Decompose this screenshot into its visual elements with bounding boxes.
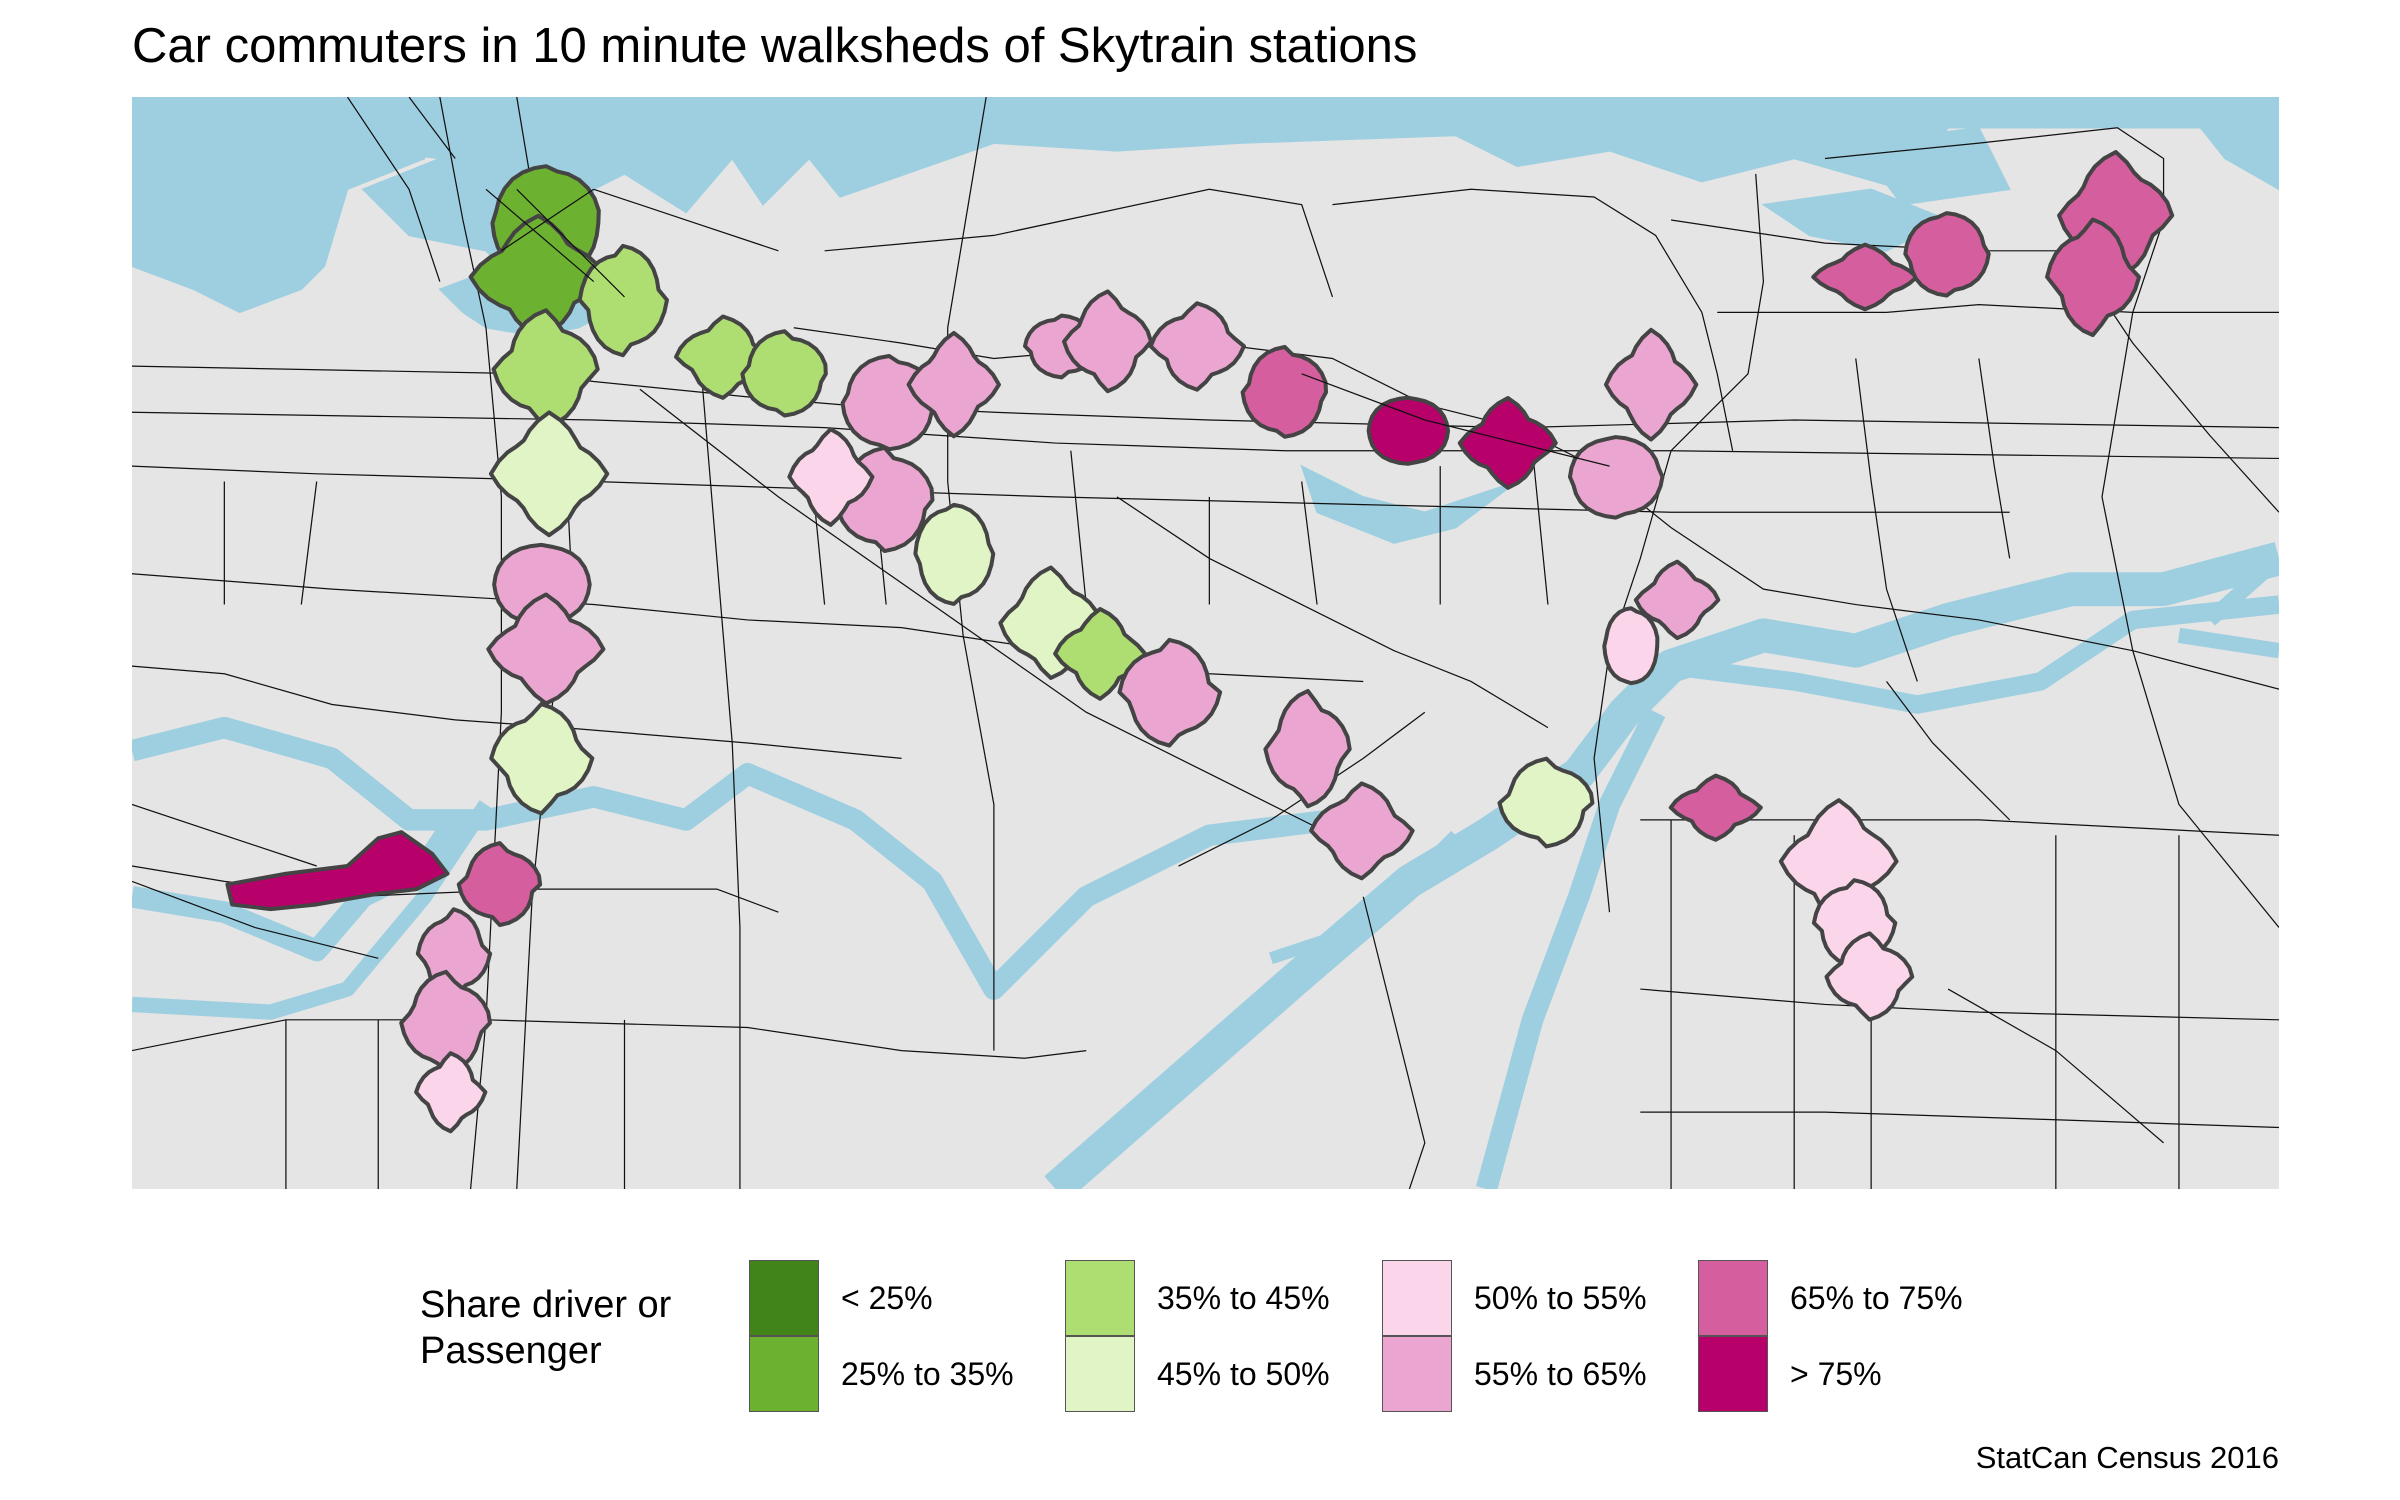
river [132,800,493,1020]
station-walkshed [1117,637,1223,748]
legend-label: < 25% [841,1280,933,1316]
station-walkshed [489,702,595,816]
road [1670,219,2118,252]
station-walkshed [740,329,828,418]
station-walkshed [1309,781,1415,881]
road [593,188,779,252]
station-walkshed [1240,344,1329,439]
legend-label: 50% to 55% [1474,1280,1647,1316]
road [1978,358,2011,559]
road [132,665,902,759]
station-walkshed [1457,395,1558,490]
station-walkshed [1633,559,1721,641]
road [700,373,741,1189]
river [1268,830,1460,965]
river [1669,595,2279,714]
legend-title-line: Share driver or [420,1284,672,1326]
road [1593,173,1765,913]
river [132,716,1334,1000]
road [1640,1111,2279,1129]
road [346,97,456,282]
water-body [132,97,2279,283]
station-walkshed [486,592,606,706]
road [1116,496,1549,729]
station-walkshed [468,213,608,341]
station-walkshed [1062,289,1154,394]
road [132,865,779,913]
station-walkshed [225,830,450,912]
station-walkshed [1824,931,1915,1022]
station-walkshed [1668,773,1763,842]
source-caption: StatCan Census 2016 [1975,1440,2279,1475]
map [132,97,2279,1189]
road [1947,988,2164,1144]
legend-swatch [1065,1336,1135,1412]
legend-label: 35% to 45% [1157,1280,1330,1316]
legend-label: 45% to 50% [1157,1356,1330,1392]
station-walkshed [906,330,1001,439]
walkshed-layer [225,150,2175,1134]
legend-label: 55% to 65% [1474,1356,1647,1392]
station-walkshed [488,410,610,538]
river [1475,707,1666,1189]
legend-swatch [1065,1260,1135,1336]
legend-label: 65% to 75% [1790,1280,1963,1316]
legend-swatch [1382,1260,1452,1336]
road [1717,304,2279,313]
water-body [1854,126,2011,206]
legend-swatch [1698,1260,1768,1336]
water-body [2192,111,2279,191]
road [1332,188,1734,451]
legend-swatch [1698,1336,1768,1412]
road [1301,373,1610,467]
legend-title-line: Passenger [420,1330,602,1372]
station-walkshed [1903,211,1991,298]
station-walkshed [2045,217,2142,338]
road [639,388,1333,836]
legend-label: > 75% [1790,1356,1882,1392]
station-walkshed [1148,301,1246,392]
legend-title: Share driver or Passenger [420,1282,671,1374]
water-body [1300,464,1518,544]
water-layer [132,97,2279,1189]
legend-swatch [1382,1336,1452,1412]
station-walkshed [1602,606,1660,686]
river [2177,552,2279,659]
station-walkshed [1567,435,1665,520]
legend-swatch [749,1260,819,1336]
road [947,97,995,1051]
station-walkshed [1366,395,1451,466]
road [285,1019,626,1189]
station-walkshed [1497,756,1595,849]
station-walkshed [787,427,875,527]
road [824,188,1334,298]
station-walkshed [1263,688,1352,809]
river [1044,542,2279,1189]
station-walkshed [1603,327,1699,442]
legend-label: 25% to 35% [841,1356,1014,1392]
road [1855,358,1918,682]
station-walkshed [1053,607,1148,701]
station-walkshed [456,841,543,928]
station-walkshed [913,502,996,606]
road [132,803,379,959]
road [1640,988,2279,1021]
road [1362,896,1426,1189]
station-walkshed [491,308,600,430]
map-title: Car commuters in 10 minute walksheds of … [132,19,1418,73]
road [485,188,625,298]
legend-swatch [749,1336,819,1412]
road [1886,681,2011,821]
station-walkshed [414,1051,488,1134]
station-walkshed [1811,242,1919,312]
